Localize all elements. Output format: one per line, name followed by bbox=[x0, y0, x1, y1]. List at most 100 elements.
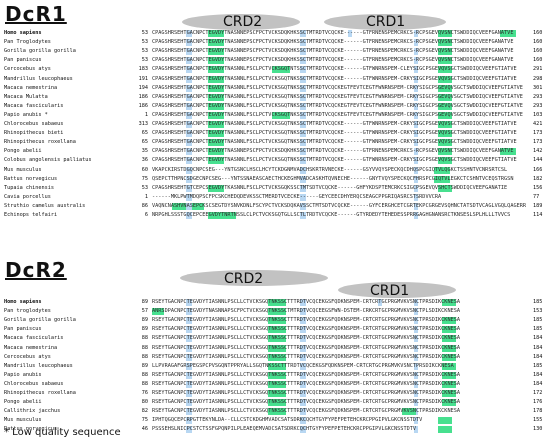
highlight-block bbox=[300, 184, 306, 192]
sequence-text: RSEYTGACNPCTEGVDYTIASNNLPSCLLCTVCKSGQTNK… bbox=[152, 299, 461, 305]
sequence-text: CPAGSHRSEHTGACNPCTEGVDYTNASNNEPSCFPCTVCK… bbox=[152, 57, 514, 64]
start-position: 76 bbox=[141, 390, 148, 396]
sequence-text: CPAGSHRSEHTGACNPCTEGVDYTNASNNLFSCLPCTVCK… bbox=[152, 139, 517, 146]
highlight-block bbox=[186, 380, 192, 388]
highlight-block bbox=[442, 326, 456, 334]
highlight-block bbox=[414, 335, 418, 343]
alignment-row: Rhinopithecus bieti 65 CPAGSHRSEHTGACNPCTE… bbox=[0, 129, 550, 138]
highlight-block bbox=[402, 408, 416, 416]
highlight-block bbox=[186, 139, 192, 147]
sequence-text: ANRSDPACNPCTEGVDYTNASNNAPSCFPCTVCKSGQTNK… bbox=[152, 308, 461, 315]
highlight-block bbox=[300, 390, 306, 397]
species-name: Macaca Mulatta bbox=[4, 93, 48, 100]
highlight-block bbox=[186, 344, 192, 352]
sequence-text: CPAGSHRSEHTGACNPCTEGVDYTNASNNLFSCLPCTVCK… bbox=[152, 66, 517, 73]
start-position: 6 bbox=[144, 212, 148, 218]
highlight-block bbox=[268, 380, 286, 388]
highlight-block bbox=[186, 371, 192, 379]
highlight-block bbox=[186, 417, 192, 425]
highlight-block bbox=[186, 48, 192, 56]
start-position: 191 bbox=[138, 75, 148, 82]
start-position: 1 bbox=[144, 111, 148, 118]
footnote: * Low quality sequence bbox=[4, 427, 121, 438]
end-position: 184 bbox=[533, 344, 543, 351]
alignment-row: Rattus norvegicus 46 PSSSEHSLNICPCSTCTSSFG… bbox=[0, 425, 550, 434]
sequence: CPAGSHRSEHTGACNPCTEGVDYTNASNNLFSCLPCTVCK… bbox=[152, 75, 532, 84]
alignment-row: Pan troglodytes 57 ANRSDPACNPCTEGVDYTNASNN… bbox=[0, 307, 550, 316]
alignment-row: Mus musculus 60 VKAPCKIRSTDGQCNPCSEG---YNT… bbox=[0, 166, 550, 175]
highlight-block bbox=[186, 390, 192, 397]
sequence-text: RSEYTGACNPCTEGVDYTIASNNLPSCLLCTVCKSGQTNK… bbox=[152, 317, 461, 324]
sequence: RSEYTGACNPCTEGVDYTIASNNLPSCLLCTVCKSGQTNK… bbox=[152, 344, 532, 353]
species-name: Struthio camelus australis bbox=[4, 202, 86, 209]
start-position: 1 bbox=[144, 193, 148, 200]
end-position: 172 bbox=[533, 390, 543, 396]
highlight-block bbox=[414, 166, 418, 174]
highlight-block bbox=[186, 66, 192, 74]
sequence: RSEYTGACNPCTEGVDYTIASNNLPSCLLCTVCKSGQTNK… bbox=[152, 380, 532, 389]
start-position: 53 bbox=[141, 30, 148, 36]
start-position: 88 bbox=[141, 344, 148, 351]
sequence: CPAGSHRSEHTGACNPCTEGVDYTNASNNLFSCLPCTVCK… bbox=[152, 65, 532, 74]
sequence: VAQNCNASHVNASEPCKSCSEGTDYSNVKDNLFSCYPCTV… bbox=[152, 202, 532, 211]
alignment-row: Echinops telfairi 6 NRPGHLSSSTGQCEPCEEGVDY… bbox=[0, 211, 550, 220]
highlight-block bbox=[300, 166, 306, 174]
highlight-block bbox=[414, 93, 418, 101]
species-name: Pan paniscus bbox=[4, 326, 42, 333]
sequence-text: CPAGSHRSEHTGACNPCTEGVDYTNASNNLFSCLPCTVCK… bbox=[152, 157, 517, 164]
highlight-block bbox=[268, 408, 286, 416]
sequence-text: RSEYTGACNPCTEGVDYTIASNNLPSCLLCTVCKSGQTNK… bbox=[152, 353, 461, 360]
highlight-block bbox=[414, 308, 418, 316]
sequence: ANRSDPACNPCTEGVDYTNASNNAPSCFPCTVCKSGQTNK… bbox=[152, 307, 532, 316]
sequence: RSEYTGACNPCTEGVDYTIASNNLPSCLLCTVCKSGQTNK… bbox=[152, 334, 532, 343]
highlight-block bbox=[208, 48, 224, 56]
species-name: Homo sapiens bbox=[4, 299, 42, 305]
end-position: 185 bbox=[533, 362, 543, 369]
start-position: 75 bbox=[141, 417, 148, 424]
highlight-block bbox=[208, 66, 224, 74]
highlight-block bbox=[300, 362, 306, 370]
highlight-block bbox=[186, 30, 192, 37]
sequence-text: CPAGSHRSEHTGACNPCTEGVDYTNASNNEPSCFPCTVCK… bbox=[152, 39, 514, 46]
highlight-block bbox=[300, 48, 306, 56]
species-name: Mandrillus leucophaeus bbox=[4, 362, 73, 369]
species-name: Chlorocebus sabaeus bbox=[4, 121, 64, 127]
sequence: CPAGSHRSEHTGACNPCTEGVDYTNASNNLFSCLPCTVCK… bbox=[152, 156, 532, 165]
species-name: Cavia porcellus bbox=[4, 193, 51, 200]
alignment-row: Chlorocebus sabaeus 88 RSEYTGACNPCTEGVDYTI… bbox=[0, 380, 550, 389]
species-name: Chlorocebus sabaeus bbox=[4, 380, 64, 387]
end-position: 178 bbox=[533, 408, 543, 415]
sequence: VKAPCKIRSTDGQCNPCSEG---YNTGSNCLHSCLHCYTC… bbox=[152, 166, 532, 175]
alignment-row: Cercocebus atys 88 RSEYTGACNPCTEGVDYTIASNN… bbox=[0, 353, 550, 362]
highlight-block bbox=[442, 335, 456, 343]
sequence-text: VKAPCKIRSTDGQCNPCSEG---YNTGSNCLHSCLHCYTC… bbox=[152, 166, 508, 173]
highlight-block bbox=[414, 102, 418, 110]
dcr1-crd1-marker bbox=[324, 14, 446, 30]
end-position: 130 bbox=[533, 426, 543, 433]
highlight-block bbox=[442, 380, 456, 388]
highlight-block bbox=[414, 380, 418, 388]
highlight-block bbox=[414, 48, 418, 56]
highlight-block bbox=[500, 148, 516, 156]
highlight-block bbox=[208, 75, 224, 83]
species-name: Rattus norvegicus bbox=[4, 175, 58, 182]
sequence-text: CPAGSHRSEHTGACNPCTEGVDYTNASNNEPSCFPCTVCK… bbox=[152, 48, 514, 55]
species-name: Papio anubis * bbox=[4, 111, 48, 118]
highlight-block bbox=[268, 335, 286, 343]
end-position: 185 bbox=[533, 299, 543, 305]
highlight-block bbox=[186, 299, 192, 306]
start-position: 88 bbox=[141, 380, 148, 387]
species-name: Mandrillus leucophaeus bbox=[4, 75, 73, 82]
highlight-block bbox=[442, 390, 456, 397]
alignment-row: Mandrillus leucophaeus 89 LLPVRAGAFGRSPEGS… bbox=[0, 362, 550, 371]
highlight-block bbox=[414, 175, 418, 183]
highlight-block bbox=[300, 121, 306, 128]
species-name: Mus musculus bbox=[4, 166, 42, 173]
sequence-text: NRPGHLSSSTGQCEPCEEGVDYTNRTNSSLCLPCTVCKSG… bbox=[152, 212, 511, 218]
start-position: 57 bbox=[141, 308, 148, 315]
highlight-block bbox=[300, 57, 306, 65]
highlight-block bbox=[208, 139, 224, 147]
highlight-block bbox=[378, 299, 382, 306]
highlight-block bbox=[442, 362, 456, 370]
highlight-block bbox=[348, 30, 352, 37]
